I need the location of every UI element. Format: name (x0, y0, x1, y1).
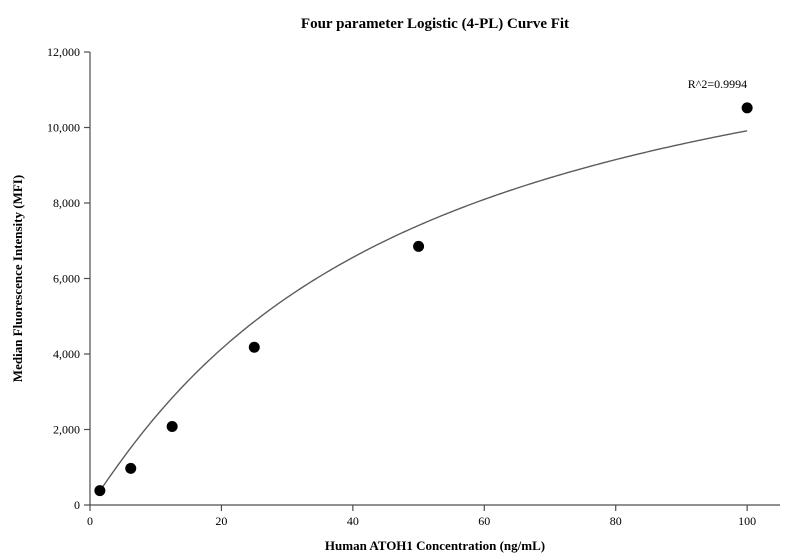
x-tick-label: 0 (87, 514, 93, 528)
y-tick-label: 8,000 (53, 196, 80, 210)
x-tick-label: 80 (610, 514, 622, 528)
data-point (94, 485, 105, 496)
chart-svg: Four parameter Logistic (4-PL) Curve Fit… (0, 0, 808, 560)
x-axis-label: Human ATOH1 Concentration (ng/mL) (325, 538, 545, 553)
y-tick-label: 0 (74, 498, 80, 512)
y-tick-label: 12,000 (47, 45, 80, 59)
x-tick-label: 60 (478, 514, 490, 528)
data-point (125, 463, 136, 474)
y-tick-label: 6,000 (53, 272, 80, 286)
data-point (249, 342, 260, 353)
data-point (413, 241, 424, 252)
y-tick-label: 4,000 (53, 347, 80, 361)
x-tick-label: 100 (738, 514, 756, 528)
data-point (742, 102, 753, 113)
data-point (167, 421, 178, 432)
y-tick-label: 10,000 (47, 121, 80, 135)
y-tick-label: 2,000 (53, 423, 80, 437)
chart-container: Four parameter Logistic (4-PL) Curve Fit… (0, 0, 808, 560)
x-tick-label: 20 (215, 514, 227, 528)
r-squared-annotation: R^2=0.9994 (688, 77, 747, 91)
x-tick-label: 40 (347, 514, 359, 528)
chart-title: Four parameter Logistic (4-PL) Curve Fit (301, 16, 569, 32)
y-axis-label: Median Fluorescence Intensity (MFI) (10, 175, 25, 382)
